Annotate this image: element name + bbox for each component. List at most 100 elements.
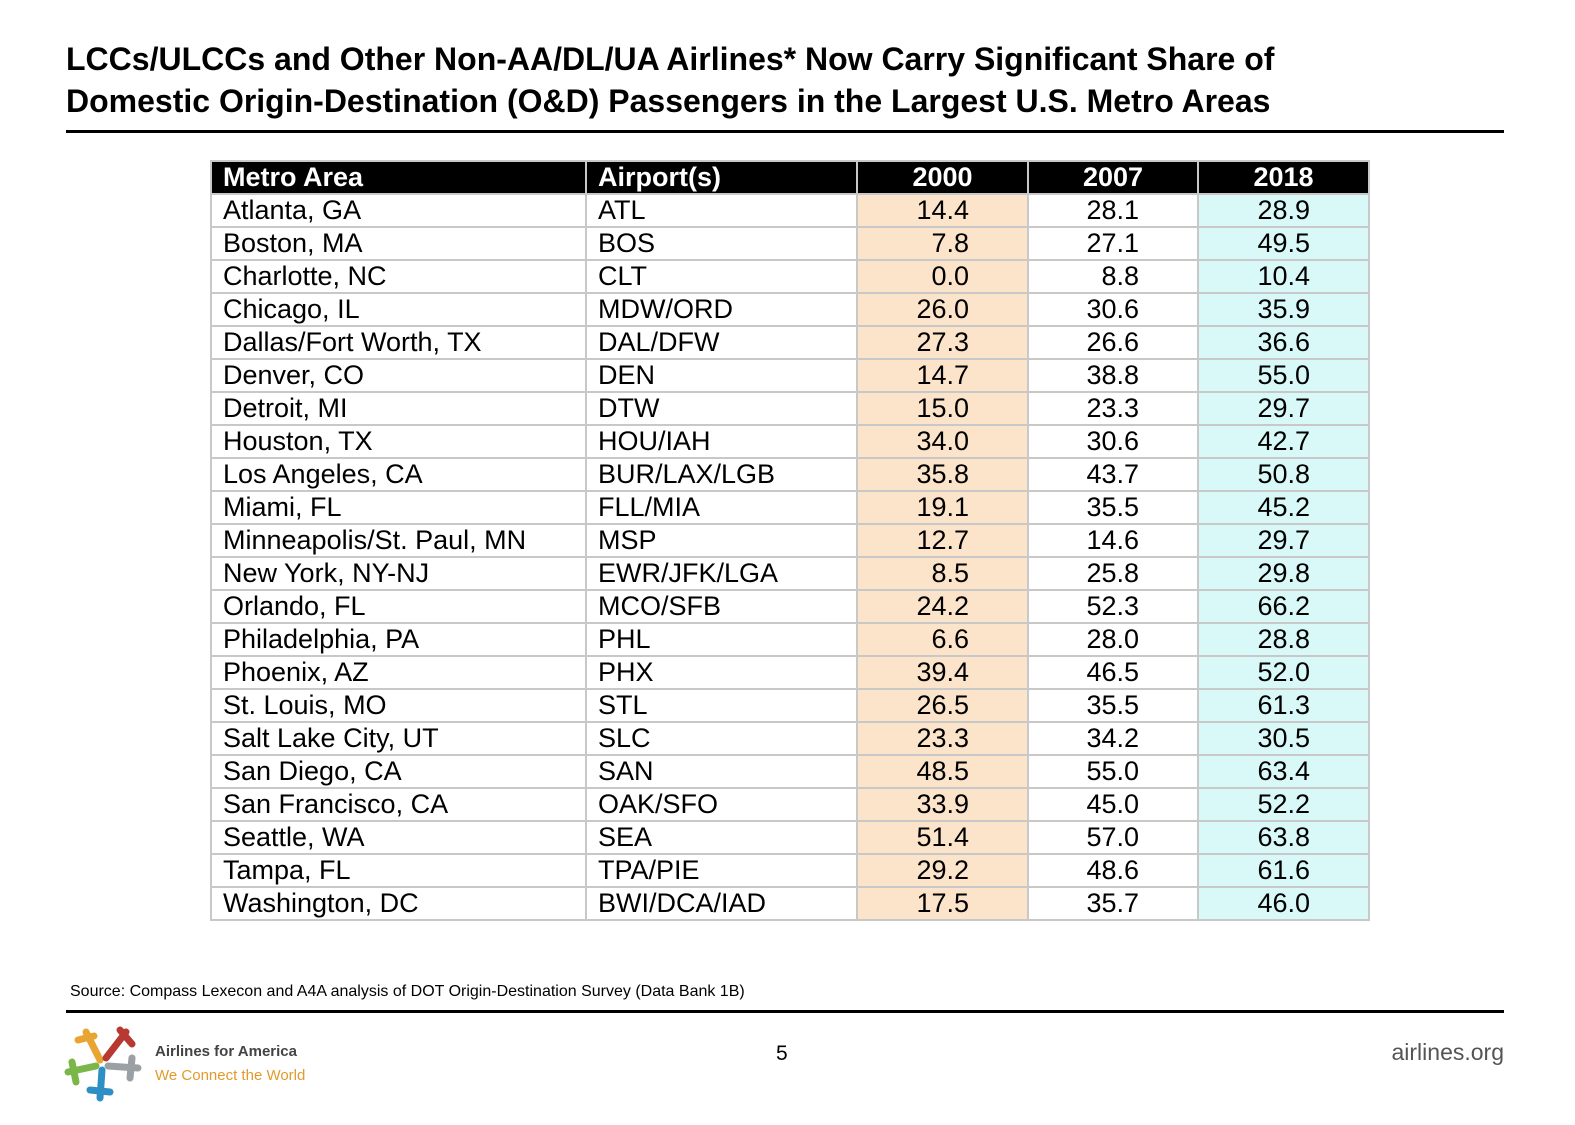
number-cell: 26.0 [856, 292, 1029, 327]
table-row: Charlotte, NC CLT 0.0 8.8 10.4 [210, 259, 1370, 294]
text-cell: Atlanta, GA [210, 193, 587, 228]
column-header: Metro Area [210, 160, 587, 195]
header-row: Metro Area Airport(s) 2000 2007 2018 [210, 160, 1370, 195]
number-cell: 36.6 [1197, 325, 1370, 360]
text-cell: Houston, TX [210, 424, 587, 459]
number-cell: 28.9 [1197, 193, 1370, 228]
text-cell: BOS [585, 226, 858, 261]
number-cell: 29.7 [1197, 391, 1370, 426]
text-cell: San Francisco, CA [210, 787, 587, 822]
text-cell: SEA [585, 820, 858, 855]
number-cell: 50.8 [1197, 457, 1370, 492]
text-cell: Tampa, FL [210, 853, 587, 888]
number-cell: 35.5 [1027, 688, 1199, 723]
table-row: Detroit, MI DTW 15.0 23.3 29.7 [210, 391, 1370, 426]
text-cell: Miami, FL [210, 490, 587, 525]
number-cell: 55.0 [1197, 358, 1370, 393]
table-row: San Francisco, CA OAK/SFO 33.9 45.0 52.2 [210, 787, 1370, 822]
number-cell: 35.7 [1027, 886, 1199, 921]
data-table: Metro Area Airport(s) 2000 2007 2018 Atlanta… [210, 160, 1370, 921]
number-cell: 35.9 [1197, 292, 1370, 327]
logo-tagline: We Connect the World [155, 1067, 306, 1084]
number-cell: 35.8 [856, 457, 1029, 492]
number-cell: 6.6 [856, 622, 1029, 657]
text-cell: BWI/DCA/IAD [585, 886, 858, 921]
text-cell: New York, NY-NJ [210, 556, 587, 591]
number-cell: 23.3 [1027, 391, 1199, 426]
logo-name: Airlines for America [155, 1043, 297, 1060]
text-cell: MSP [585, 523, 858, 558]
text-cell: Salt Lake City, UT [210, 721, 587, 756]
number-cell: 38.8 [1027, 358, 1199, 393]
number-cell: 55.0 [1027, 754, 1199, 789]
number-cell: 27.1 [1027, 226, 1199, 261]
number-cell: 51.4 [856, 820, 1029, 855]
number-cell: 52.2 [1197, 787, 1370, 822]
text-cell: Phoenix, AZ [210, 655, 587, 690]
table-row: San Diego, CA SAN 48.5 55.0 63.4 [210, 754, 1370, 789]
table-row: New York, NY-NJ EWR/JFK/LGA 8.5 25.8 29.8 [210, 556, 1370, 591]
table-row: Denver, CO DEN 14.7 38.8 55.0 [210, 358, 1370, 393]
number-cell: 61.6 [1197, 853, 1370, 888]
source: Source: Compass Lexecon and A4A analysis… [70, 983, 745, 1000]
table-row: Phoenix, AZ PHX 39.4 46.5 52.0 [210, 655, 1370, 690]
text-cell: CLT [585, 259, 858, 294]
number-cell: 30.5 [1197, 721, 1370, 756]
text-cell: EWR/JFK/LGA [585, 556, 858, 591]
text-cell: Detroit, MI [210, 391, 587, 426]
text-cell: ATL [585, 193, 858, 228]
table-row: Los Angeles, CA BUR/LAX/LGB 35.8 43.7 50.8 [210, 457, 1370, 492]
number-cell: 14.6 [1027, 523, 1199, 558]
table-row: Chicago, IL MDW/ORD 26.0 30.6 35.9 [210, 292, 1370, 327]
table-row: Seattle, WA SEA 51.4 57.0 63.8 [210, 820, 1370, 855]
number-cell: 10.4 [1197, 259, 1370, 294]
table-row: Salt Lake City, UT SLC 23.3 34.2 30.5 [210, 721, 1370, 756]
number-cell: 46.5 [1027, 655, 1199, 690]
text-cell: Dallas/Fort Worth, TX [210, 325, 587, 360]
table-row: Philadelphia, PA PHL 6.6 28.0 28.8 [210, 622, 1370, 657]
number-cell: 52.3 [1027, 589, 1199, 624]
number-cell: 63.8 [1197, 820, 1370, 855]
table-row: Boston, MA BOS 7.8 27.1 49.5 [210, 226, 1370, 261]
text-cell: MCO/SFB [585, 589, 858, 624]
text-cell: PHX [585, 655, 858, 690]
number-cell: 29.8 [1197, 556, 1370, 591]
logo-planes [64, 1026, 142, 1102]
number-cell: 52.0 [1197, 655, 1370, 690]
text-cell: OAK/SFO [585, 787, 858, 822]
text-cell: Minneapolis/St. Paul, MN [210, 523, 587, 558]
text-cell: BUR/LAX/LGB [585, 457, 858, 492]
table-row: Atlanta, GA ATL 14.4 28.1 28.9 [210, 193, 1370, 228]
number-cell: 35.5 [1027, 490, 1199, 525]
text-cell: Seattle, WA [210, 820, 587, 855]
text-cell: SLC [585, 721, 858, 756]
footer-rule [66, 1010, 1504, 1013]
number-cell: 30.6 [1027, 424, 1199, 459]
number-cell: 57.0 [1027, 820, 1199, 855]
number-cell: 26.5 [856, 688, 1029, 723]
number-cell: 48.6 [1027, 853, 1199, 888]
number-cell: 24.2 [856, 589, 1029, 624]
table-row: St. Louis, MO STL 26.5 35.5 61.3 [210, 688, 1370, 723]
number-cell: 63.4 [1197, 754, 1370, 789]
text-cell: Washington, DC [210, 886, 587, 921]
number-cell: 0.0 [856, 259, 1029, 294]
text-cell: MDW/ORD [585, 292, 858, 327]
number-cell: 23.3 [856, 721, 1029, 756]
title-line: LCCs/ULCCs and Other Non-AA/DL/UA Airlin… [66, 41, 1275, 77]
text-cell: SAN [585, 754, 858, 789]
text-cell: HOU/IAH [585, 424, 858, 459]
title: LCCs/ULCCs and Other Non-AA/DL/UA Airlin… [66, 38, 1274, 122]
logo [64, 1026, 142, 1102]
number-cell: 34.0 [856, 424, 1029, 459]
number-cell: 12.7 [856, 523, 1029, 558]
number-cell: 34.2 [1027, 721, 1199, 756]
table-body: Atlanta, GA ATL 14.4 28.1 28.9 Boston, MA BOS 7… [210, 193, 1370, 921]
table-row: Orlando, FL MCO/SFB 24.2 52.3 66.2 [210, 589, 1370, 624]
number-cell: 8.5 [856, 556, 1029, 591]
title-rule [66, 130, 1504, 133]
number-cell: 33.9 [856, 787, 1029, 822]
number-cell: 48.5 [856, 754, 1029, 789]
text-cell: Chicago, IL [210, 292, 587, 327]
